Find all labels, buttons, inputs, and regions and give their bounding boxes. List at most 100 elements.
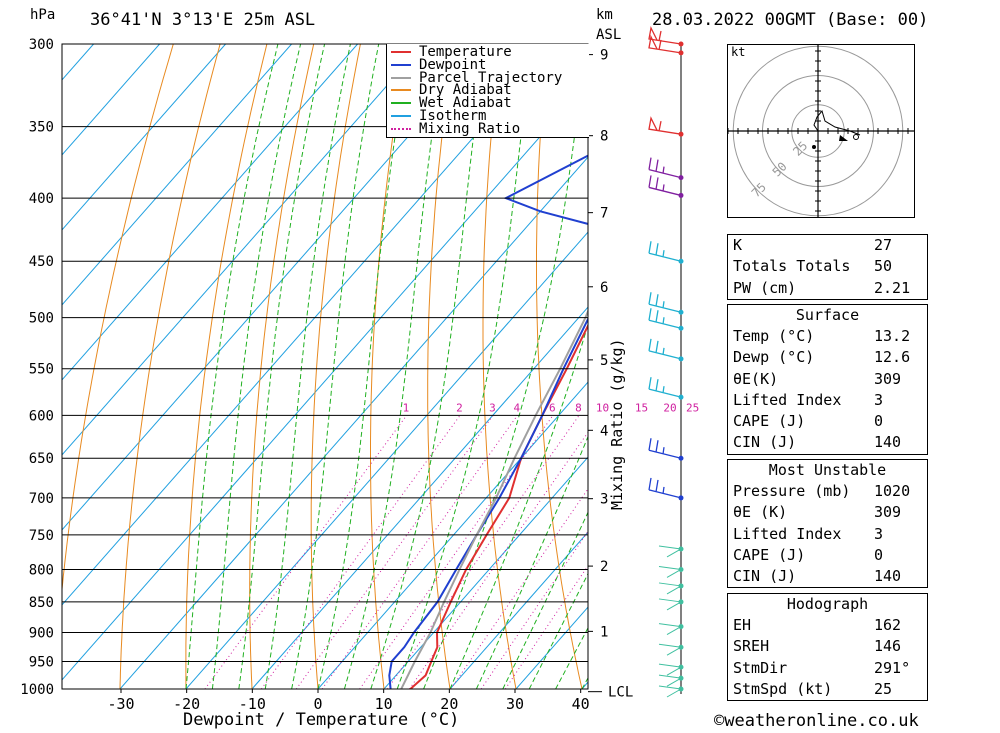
mixing-ratio-label: 15 bbox=[635, 401, 648, 414]
stat-value: 13.2 bbox=[874, 327, 911, 345]
lcl-label: LCL bbox=[608, 685, 633, 701]
legend-entry: Isotherm bbox=[391, 108, 487, 124]
km-tick-label: 1 bbox=[600, 624, 608, 640]
stat-key: StmDir bbox=[733, 658, 788, 677]
pressure-tick-label: 350 bbox=[29, 120, 54, 136]
stat-value: 162 bbox=[874, 616, 902, 634]
wind-barb bbox=[658, 643, 684, 656]
isotherm-line bbox=[383, 456, 588, 689]
mixing-ratio-line bbox=[295, 415, 494, 689]
legend-swatch bbox=[391, 115, 411, 117]
stat-key: SREH bbox=[733, 637, 770, 656]
km-tick-label: 9 bbox=[600, 48, 608, 64]
km-tick-label: 6 bbox=[600, 280, 608, 296]
wet-adiabat-line bbox=[423, 44, 587, 689]
legend-swatch bbox=[391, 76, 411, 79]
isotherm-line bbox=[62, 44, 292, 306]
mixing-ratio-line bbox=[504, 564, 588, 689]
stat-key: EH bbox=[733, 616, 752, 634]
most-unstable-panel: Most Unstable Pressure (mb) 1020 θE (K) 309… bbox=[727, 459, 928, 589]
wet-adiabat-line bbox=[555, 626, 588, 689]
hodograph-stats-title: Hodograph bbox=[786, 595, 869, 613]
stat-value: 146 bbox=[874, 637, 902, 656]
legend-label: Temperature bbox=[419, 44, 512, 60]
stat-row: Lifted Index 3 bbox=[728, 390, 927, 411]
temperature-tick-label: 10 bbox=[375, 695, 393, 713]
wind-barb bbox=[648, 377, 684, 400]
isotherm-line bbox=[119, 156, 588, 689]
pressure-tick-label: 950 bbox=[29, 655, 54, 671]
isotherm-line bbox=[62, 44, 490, 531]
stat-key: Temp (°C) bbox=[733, 327, 815, 345]
pressure-tick-label: 700 bbox=[29, 491, 54, 507]
stat-row: θE(K) 309 bbox=[728, 369, 927, 390]
wind-barb bbox=[658, 582, 684, 595]
dry-adiabat-line bbox=[639, 44, 715, 689]
stat-row: Dewp (°C) 12.6 bbox=[728, 347, 927, 368]
wet-adiabat-line bbox=[396, 44, 533, 689]
legend-entry: Mixing Ratio bbox=[391, 122, 520, 136]
isotherm-line bbox=[625, 44, 720, 715]
stat-row: EH 162 bbox=[728, 615, 927, 636]
location-title: 36°41'N 3°13'E 25m ASL bbox=[90, 10, 316, 30]
mixing-ratio-label: 25 bbox=[686, 401, 699, 414]
wind-barb bbox=[648, 292, 684, 315]
stat-key: CIN (J) bbox=[733, 567, 797, 586]
stat-value: 140 bbox=[874, 433, 902, 452]
stat-value: 50 bbox=[874, 257, 893, 276]
temperature-tick-label: -30 bbox=[107, 695, 134, 713]
legend-label: Dewpoint bbox=[419, 56, 487, 73]
legend-swatch bbox=[391, 102, 411, 105]
stat-row: K 27 bbox=[728, 235, 927, 256]
stat-row: Totals Totals 50 bbox=[728, 256, 927, 277]
mixing-ratio-line bbox=[260, 415, 461, 689]
wet-adiabat-line bbox=[185, 44, 279, 689]
legend-label: Isotherm bbox=[419, 108, 487, 124]
wet-adiabat-line bbox=[238, 44, 326, 689]
isotherm-line bbox=[62, 81, 588, 681]
wet-adiabat-line bbox=[211, 44, 302, 689]
dry-adiabat-line bbox=[62, 44, 174, 594]
surface-panel: Surface Temp (°C) 13.2 Dewp (°C) 12.6 θE(K) 3… bbox=[727, 304, 928, 455]
hodograph-point bbox=[853, 134, 859, 140]
stat-key: K bbox=[733, 236, 743, 254]
legend-entry: Wet Adiabat bbox=[391, 96, 512, 110]
mixing-ratio-label: 4 bbox=[513, 401, 520, 414]
dry-adiabat-line bbox=[310, 44, 361, 689]
wind-barb bbox=[658, 598, 684, 611]
wind-barb bbox=[658, 674, 684, 687]
stat-value: 3 bbox=[874, 524, 884, 543]
stat-key: Dewp (°C) bbox=[733, 348, 815, 367]
stat-value: 309 bbox=[874, 369, 902, 388]
stat-key: CIN (J) bbox=[733, 433, 797, 452]
series-temperature bbox=[408, 323, 588, 689]
km-tick-label: 7 bbox=[600, 206, 608, 222]
skew-t-chart: 1 2 3 4 6 8 10 15 20 2530035040045050055060065070… bbox=[20, 25, 720, 715]
hodograph-ring-label: 25 bbox=[790, 139, 810, 159]
pressure-tick-label: 850 bbox=[29, 595, 54, 611]
isotherm-line bbox=[62, 44, 226, 231]
stat-row: CAPE (J) 0 bbox=[728, 411, 927, 432]
wind-barb bbox=[658, 565, 684, 578]
legend-entry: Dry Adiabat bbox=[391, 82, 512, 99]
legend-swatch bbox=[391, 89, 411, 92]
stat-row: θE (K) 309 bbox=[728, 502, 927, 523]
km-tick-label: 5 bbox=[600, 353, 608, 369]
wind-barb bbox=[658, 663, 684, 676]
legend-label: Dry Adiabat bbox=[419, 82, 512, 99]
isotherm-line bbox=[317, 381, 588, 689]
legend-swatch bbox=[391, 63, 411, 66]
stat-row: CAPE (J) 0 bbox=[728, 545, 927, 566]
series-parcel-trajectory bbox=[400, 308, 588, 689]
wet-adiabat-line bbox=[528, 572, 588, 689]
wind-barb bbox=[658, 623, 684, 636]
x-axis-label: Dewpoint / Temperature (°C) bbox=[183, 710, 460, 730]
km-tick-label: 4 bbox=[600, 423, 608, 439]
stat-row: Temp (°C) 13.2 bbox=[728, 326, 927, 347]
pressure-tick-label: 650 bbox=[29, 451, 54, 467]
stat-row: PW (cm) 2.21 bbox=[728, 278, 927, 299]
wind-barb bbox=[648, 116, 684, 137]
mixing-ratio-label: 6 bbox=[549, 401, 556, 414]
isotherm-line bbox=[185, 231, 588, 689]
